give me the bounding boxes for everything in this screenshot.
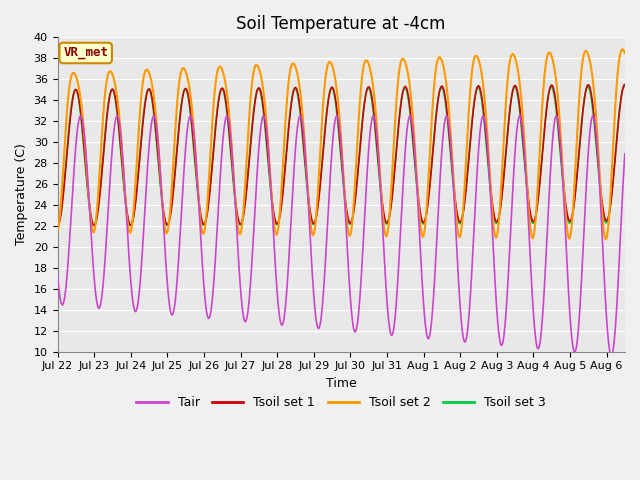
Tair	[607, 353, 615, 359]
X-axis label: Time: Time	[326, 377, 356, 390]
Tair	[83, 158, 90, 164]
Tsoil set 3	[621, 84, 628, 89]
Tsoil set 3	[500, 168, 508, 173]
Tsoil set 2	[605, 223, 612, 228]
Tair	[605, 337, 612, 343]
Tsoil set 2	[83, 162, 90, 168]
Tair	[330, 131, 337, 137]
Legend: Tair, Tsoil set 1, Tsoil set 2, Tsoil set 3: Tair, Tsoil set 1, Tsoil set 2, Tsoil se…	[131, 391, 551, 414]
Tsoil set 1	[314, 200, 322, 206]
Tsoil set 1	[83, 172, 90, 178]
Tsoil set 3	[605, 215, 612, 221]
Tsoil set 3	[83, 176, 90, 182]
Y-axis label: Temperature (C): Temperature (C)	[15, 144, 28, 245]
Tair	[54, 272, 61, 277]
Tsoil set 2	[621, 50, 628, 56]
Tair	[369, 113, 377, 119]
Tair	[605, 340, 612, 346]
Tsoil set 2	[314, 182, 322, 188]
Line: Tsoil set 2: Tsoil set 2	[58, 49, 625, 239]
Tsoil set 2	[605, 219, 612, 225]
Tsoil set 3	[330, 88, 337, 94]
Text: VR_met: VR_met	[63, 47, 108, 60]
Tsoil set 1	[604, 216, 612, 221]
Tsoil set 1	[621, 82, 628, 87]
Tsoil set 2	[500, 128, 508, 134]
Tsoil set 1	[330, 86, 337, 92]
Tsoil set 2	[619, 47, 627, 52]
Tair	[314, 325, 322, 331]
Tsoil set 1	[605, 215, 612, 220]
Title: Soil Temperature at -4cm: Soil Temperature at -4cm	[237, 15, 446, 33]
Line: Tsoil set 1: Tsoil set 1	[58, 84, 625, 226]
Tsoil set 2	[602, 236, 610, 242]
Tsoil set 3	[54, 223, 61, 228]
Tsoil set 3	[621, 84, 628, 90]
Tsoil set 1	[54, 223, 61, 229]
Tsoil set 2	[54, 228, 61, 234]
Tsoil set 1	[500, 170, 508, 176]
Tsoil set 3	[604, 216, 612, 222]
Tsoil set 2	[330, 67, 337, 72]
Tair	[621, 151, 628, 157]
Line: Tair: Tair	[58, 116, 625, 356]
Line: Tsoil set 3: Tsoil set 3	[58, 86, 625, 226]
Tsoil set 3	[314, 198, 322, 204]
Tair	[500, 328, 508, 334]
